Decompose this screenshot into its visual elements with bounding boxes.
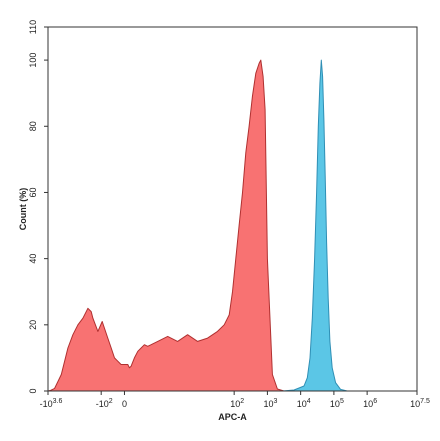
y-axis-ticks: 0 20 40 60 80 100 110 xyxy=(28,20,48,394)
x-tick-label-base: 10 xyxy=(363,399,373,409)
x-tick-label-exponent: 5 xyxy=(340,398,344,405)
x-tick-label: 104 xyxy=(297,398,311,409)
x-tick-label-base: 10 xyxy=(330,399,340,409)
x-axis-ticks: -103.6 -102 0 102 103 104 105 106 107.5 xyxy=(40,391,430,409)
y-tick-label: 110 xyxy=(28,20,38,34)
y-tick-label: 100 xyxy=(28,53,38,68)
blue-histogram-area xyxy=(281,59,348,392)
x-tick-label: -102 xyxy=(96,398,113,409)
x-tick-label: 107.5 xyxy=(410,398,430,409)
x-tick-label-exponent: 2 xyxy=(240,398,244,405)
y-tick-label: 20 xyxy=(28,320,38,330)
plot-frame xyxy=(47,26,418,392)
x-tick-label: -103.6 xyxy=(40,398,63,409)
x-tick-label-exponent: 3.6 xyxy=(53,398,63,405)
x-tick-label-exponent: 4 xyxy=(307,398,311,405)
histogram-series-layer xyxy=(47,59,348,392)
x-tick-label-exponent: 6 xyxy=(373,398,377,405)
x-tick-label-base: 0 xyxy=(122,399,127,409)
x-tick-label-base: 10 xyxy=(230,399,240,409)
y-tick-label: 80 xyxy=(28,121,38,131)
x-tick-label-base: 10 xyxy=(297,399,307,409)
y-axis-title: Count (%) xyxy=(18,188,28,231)
x-tick-label-exponent: 2 xyxy=(109,398,113,405)
x-tick-label-base: -10 xyxy=(96,399,109,409)
red-histogram-area xyxy=(47,59,285,392)
x-tick-label-base: -10 xyxy=(40,399,53,409)
x-tick-label: 102 xyxy=(230,398,244,409)
x-tick-label: 105 xyxy=(330,398,344,409)
x-tick-label: 103 xyxy=(263,398,277,409)
x-axis-title: APC-A xyxy=(218,412,247,422)
x-tick-label: 106 xyxy=(363,398,377,409)
x-tick-label-exponent: 7.5 xyxy=(420,398,430,405)
y-tick-label: 60 xyxy=(28,187,38,197)
x-tick-label-base: 10 xyxy=(263,399,273,409)
x-tick-label-exponent: 3 xyxy=(273,398,277,405)
y-tick-label: 40 xyxy=(28,254,38,264)
x-tick-label-base: 10 xyxy=(410,399,420,409)
y-tick-label: 0 xyxy=(28,388,38,393)
x-tick-label: 0 xyxy=(122,399,127,409)
